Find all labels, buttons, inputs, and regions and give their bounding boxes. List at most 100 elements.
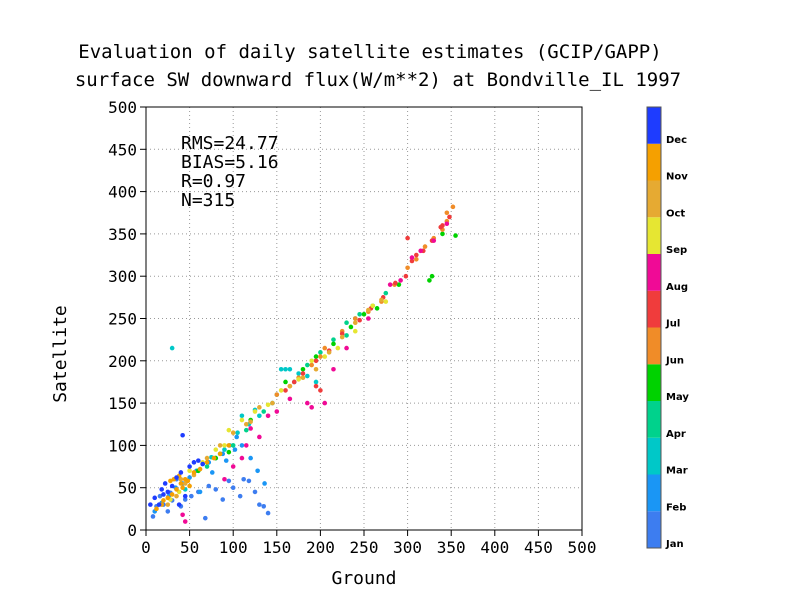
data-point: [174, 487, 179, 492]
colorbar-label: Sep: [666, 245, 687, 256]
data-point: [370, 303, 376, 309]
data-point: [344, 333, 349, 338]
data-point: [243, 427, 249, 433]
data-point: [405, 265, 410, 271]
data-point: [427, 278, 432, 283]
data-point: [396, 282, 402, 287]
colorbar-segment: [647, 437, 661, 475]
data-point: [248, 426, 253, 431]
data-point: [176, 502, 182, 507]
data-point: [182, 519, 188, 524]
data-point: [226, 478, 232, 484]
data-point: [161, 498, 166, 503]
data-point: [197, 466, 203, 472]
x-tick-label: 0: [141, 538, 151, 557]
y-tick-label: 350: [108, 225, 137, 244]
data-point: [196, 458, 201, 463]
data-point: [230, 464, 236, 469]
data-point: [165, 489, 171, 495]
y-tick-label: 250: [108, 310, 137, 329]
data-point: [185, 478, 191, 484]
data-point: [150, 514, 156, 519]
data-point: [234, 434, 239, 440]
data-point: [313, 358, 319, 364]
data-point: [352, 316, 358, 321]
data-point: [357, 311, 362, 317]
data-point: [148, 502, 153, 507]
data-point: [213, 487, 219, 492]
data-point: [237, 493, 243, 499]
colorbar-segment: [647, 290, 661, 328]
data-point: [331, 366, 336, 372]
data-point: [409, 258, 415, 264]
data-point: [270, 400, 275, 406]
data-point: [278, 388, 284, 393]
data-point: [187, 468, 192, 474]
colorbar-segment: [647, 401, 661, 438]
data-point: [206, 483, 212, 489]
data-point: [422, 244, 428, 249]
data-point: [241, 476, 246, 482]
data-point: [322, 400, 328, 406]
data-point: [313, 383, 319, 389]
colorbar-label: Jul: [665, 319, 680, 330]
data-point: [165, 495, 171, 501]
colorbar-label: Apr: [666, 429, 686, 440]
data-point: [191, 460, 197, 465]
data-point: [252, 489, 258, 495]
y-tick-label: 300: [108, 267, 137, 286]
data-point: [223, 458, 229, 463]
y-axis-title: Satellite: [50, 305, 71, 403]
colorbar-segment: [647, 364, 661, 401]
x-tick-label: 300: [393, 538, 422, 557]
data-point: [283, 388, 288, 393]
data-point: [265, 413, 271, 419]
data-point: [262, 481, 267, 486]
colorbar-border: [646, 106, 662, 549]
data-point: [209, 470, 215, 475]
data-point: [344, 320, 349, 326]
data-point: [393, 280, 398, 286]
data-point: [213, 447, 219, 452]
grid-lines: [146, 107, 582, 530]
data-point: [398, 278, 403, 283]
data-point: [318, 388, 323, 393]
data-point: [357, 317, 362, 323]
data-point: [429, 273, 435, 279]
colorbar-label: Oct: [666, 208, 685, 219]
data-point: [444, 221, 450, 227]
data-point: [243, 421, 249, 427]
data-point: [178, 476, 184, 482]
data-point: [383, 290, 389, 296]
data-point: [322, 354, 328, 359]
colorbar-segment: [647, 143, 661, 181]
data-point: [243, 443, 249, 448]
y-tick-label: 100: [108, 436, 137, 455]
data-point: [235, 430, 240, 436]
data-point: [344, 345, 349, 351]
data-point: [296, 371, 301, 376]
data-point: [261, 409, 267, 414]
data-point: [444, 210, 450, 216]
data-point: [197, 489, 203, 495]
data-point: [180, 432, 185, 438]
data-point: [339, 331, 345, 337]
stat-line: R=0.97: [181, 171, 246, 192]
x-tick-label: 400: [480, 538, 509, 557]
colorbar-label: Nov: [666, 172, 688, 183]
data-point: [161, 492, 166, 497]
y-tick-label: 450: [108, 140, 137, 159]
data-point: [157, 493, 163, 499]
y-tick-label: 150: [108, 394, 137, 413]
data-point: [152, 495, 158, 501]
x-axis-title: Ground: [331, 568, 396, 589]
data-point: [178, 481, 184, 486]
data-point: [274, 392, 280, 397]
colorbar-segment: [647, 180, 661, 218]
data-point: [239, 413, 245, 419]
data-point: [405, 235, 410, 241]
data-point: [239, 417, 245, 423]
x-tick-label: 100: [219, 538, 248, 557]
data-point: [168, 478, 173, 484]
data-point: [174, 493, 179, 499]
